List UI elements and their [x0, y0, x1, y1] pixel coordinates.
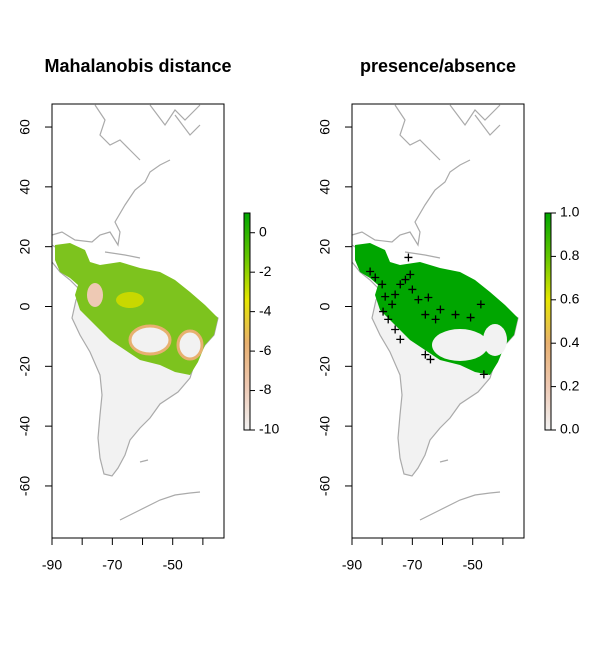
x-tick-label: -90 [342, 557, 362, 573]
plot-frame [51, 103, 225, 539]
colorbar-tick-label: 0.6 [560, 291, 580, 307]
presence-point [431, 315, 440, 324]
x-tick-label: -50 [163, 557, 183, 573]
y-tick-label: 20 [17, 239, 33, 255]
y-tick-label: 60 [17, 119, 33, 135]
colorbar-tick-label: 0.0 [560, 421, 580, 437]
y-tick-label: 0 [17, 302, 33, 310]
y-tick-label: -60 [317, 476, 333, 496]
raster-patch [176, 329, 204, 361]
presence-point [391, 325, 400, 334]
y-tick-label: -20 [17, 356, 33, 376]
colorbar-tick-label: -4 [259, 302, 272, 318]
presence-point [396, 280, 405, 289]
presence-point [476, 300, 485, 309]
presence-point [479, 370, 488, 379]
y-tick-label: -20 [317, 356, 333, 376]
raster-patch [116, 292, 144, 308]
presence-point [379, 307, 388, 316]
x-tick-label: -70 [402, 557, 422, 573]
colorbar-tick-label: -10 [259, 421, 279, 437]
colorbar-tick-label: 0.8 [560, 247, 580, 263]
colorbar [544, 212, 552, 431]
presence-point [384, 315, 393, 324]
colorbar-tick-label: 0 [259, 223, 267, 239]
colorbar-tick-label: -8 [259, 381, 272, 397]
y-tick-label: -40 [317, 416, 333, 436]
map-panel-1 [51, 104, 219, 521]
x-tick-label: -70 [102, 557, 122, 573]
raster-patch [432, 329, 488, 361]
presence-point [451, 310, 460, 319]
map-panel-2 [351, 104, 519, 521]
y-tick-label: 40 [17, 179, 33, 195]
raster-patch [128, 324, 172, 356]
y-tick-label: 20 [317, 239, 333, 255]
colorbar-tick-label: -2 [259, 263, 272, 279]
x-tick-label: -90 [42, 557, 62, 573]
y-tick-label: 0 [317, 302, 333, 310]
presence-point [371, 273, 380, 282]
panel-title: Mahalanobis distance [44, 56, 231, 76]
colorbar-tick-label: 1.0 [560, 204, 580, 220]
presence-point [421, 350, 430, 359]
y-tick-label: -40 [17, 416, 33, 436]
presence-point [424, 293, 433, 302]
x-tick-label: -50 [463, 557, 483, 573]
panel-title: presence/absence [360, 56, 516, 76]
presence-point [414, 295, 423, 304]
presence-point [436, 305, 445, 314]
presence-point [381, 292, 390, 301]
presence-point [466, 313, 475, 322]
raster-patch [483, 324, 507, 356]
y-tick-label: -60 [17, 476, 33, 496]
presence-point [401, 275, 410, 284]
colorbar-tick-label: 0.2 [560, 377, 580, 393]
presence-point [388, 300, 397, 309]
colorbar [243, 212, 251, 431]
presence-point [378, 280, 387, 289]
colorbar-tick-label: 0.4 [560, 334, 580, 350]
presence-point [426, 355, 435, 364]
presence-point [404, 253, 413, 262]
plot-frame [351, 103, 525, 539]
presence-point [408, 285, 417, 294]
presence-point [396, 335, 405, 344]
presence-point [406, 270, 415, 279]
presence-point [391, 290, 400, 299]
presence-point [366, 267, 375, 276]
colorbar-tick-label: -6 [259, 342, 272, 358]
presence-point [421, 310, 430, 319]
y-tick-label: 40 [317, 179, 333, 195]
y-tick-label: 60 [317, 119, 333, 135]
raster-patch [87, 283, 103, 307]
